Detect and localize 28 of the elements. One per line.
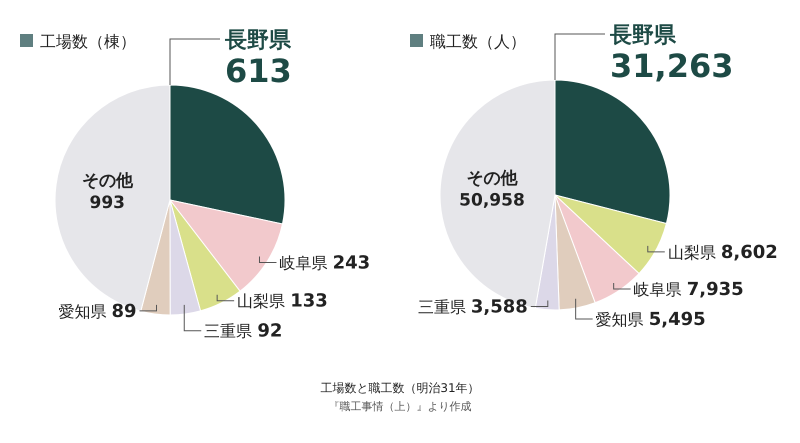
data-label: 993 <box>90 192 126 213</box>
data-label: 243 <box>332 252 370 274</box>
data-label: 7,935 <box>686 279 744 300</box>
data-label: 8,602 <box>720 242 778 263</box>
data-label: 50,958 <box>459 190 525 211</box>
slice-label: 三重県 <box>418 298 471 317</box>
data-label: 613 <box>225 52 292 90</box>
slice-label: その他 <box>82 170 134 191</box>
slice-label: 愛知県 <box>596 310 649 330</box>
data-label: 89 <box>111 300 137 322</box>
data-label: 31,263 <box>610 47 734 85</box>
slice-label: 岐阜県 <box>634 280 687 300</box>
slice-label: 山梨県 <box>668 242 721 262</box>
text: 工場数と職工数（明治31年） <box>320 381 480 395</box>
data-label: 3,588 <box>470 296 528 318</box>
data-label: 133 <box>290 290 328 312</box>
slice-label: 長野県 <box>224 28 292 53</box>
slice-label: 長野県 <box>609 23 677 48</box>
slice-label: その他 <box>466 168 518 189</box>
slice-label: 山梨県 <box>237 292 290 311</box>
slice-label: 愛知県 <box>58 302 112 321</box>
slice-label: 三重県 <box>204 322 258 341</box>
text: 職工数（人） <box>430 32 526 51</box>
data-label: 92 <box>257 320 282 342</box>
text: 『職工事情（上）』より作成 <box>328 400 472 413</box>
data-label: 5,495 <box>648 309 706 330</box>
slice-label: 岐阜県 <box>279 253 333 272</box>
chart-title: 工場数（棟） <box>40 32 136 51</box>
